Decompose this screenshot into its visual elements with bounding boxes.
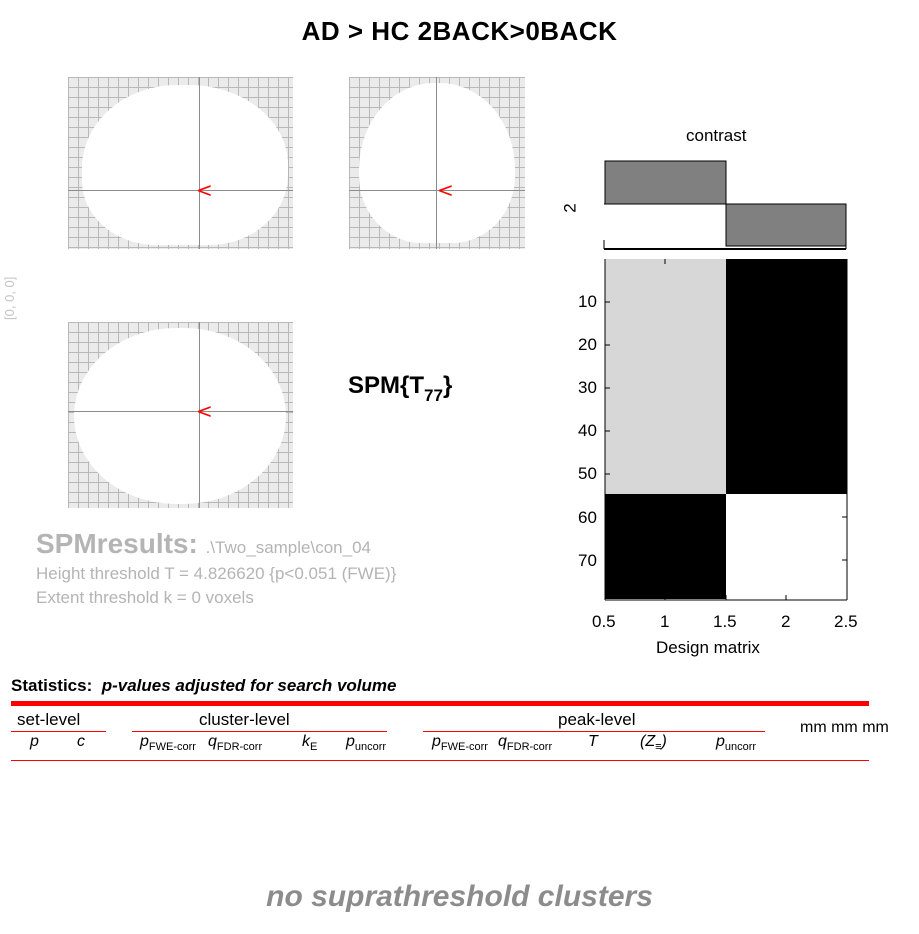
brain-outline-coronal	[359, 83, 515, 243]
contrast-bar-1	[604, 160, 727, 205]
matrix-block-3	[605, 494, 726, 599]
glass-brain-coronal[interactable]: <	[349, 77, 525, 249]
glass-brain-axial[interactable]: <	[68, 322, 293, 508]
matrix-y-ticks	[605, 301, 847, 561]
page-title: AD > HC 2BACK>0BACK	[301, 16, 618, 46]
cluster-ke-col: kE	[302, 733, 318, 754]
peak-z-col: (Z≡)	[640, 733, 667, 754]
cursor-marker[interactable]: <	[196, 178, 213, 202]
cluster-level-rule	[132, 731, 387, 732]
brain-outline-sagittal	[82, 85, 288, 245]
statistics-heading: Statistics: p-values adjusted for search…	[11, 676, 397, 695]
set-level-rule	[11, 731, 106, 732]
cluster-puncorr-col: puncorr	[346, 733, 387, 754]
contrast-title: contrast	[686, 126, 747, 145]
statistic-label: SPM{T77}	[348, 372, 453, 405]
extent-threshold: Extent threshold k = 0 voxels	[36, 588, 254, 607]
table-header-bottom-rule	[11, 760, 869, 761]
matrix-x-tick-label: 2	[781, 612, 791, 631]
crosshair-vertical	[436, 77, 437, 249]
mm-header: mm mm mm	[800, 719, 889, 736]
cursor-marker[interactable]: <	[196, 399, 213, 423]
matrix-x-tick-label: 1.5	[713, 612, 737, 631]
contrast-and-design-matrix	[603, 160, 848, 601]
set-c-col: c	[77, 733, 85, 750]
statistics-divider	[11, 701, 869, 706]
matrix-y-tick-label: 50	[578, 464, 597, 483]
crosshair-horizontal	[349, 190, 525, 191]
glass-brain-sagittal[interactable]: <	[68, 77, 293, 249]
peak-t-col: T	[588, 733, 598, 750]
crosshair-horizontal	[68, 411, 293, 412]
matrix-y-tick-label: 70	[578, 551, 597, 570]
no-results-message: no suprathreshold clusters	[266, 880, 653, 913]
matrix-block-2	[726, 259, 847, 494]
cluster-pfwe-col: pFWE-corr	[140, 733, 196, 754]
matrix-block-1	[605, 259, 726, 494]
peak-pfwe-col: pFWE-corr	[432, 733, 488, 754]
crosshair-vertical	[199, 77, 200, 249]
cluster-level-header: cluster-level	[199, 710, 290, 729]
peak-level-rule	[423, 731, 765, 732]
set-level-header: set-level	[17, 710, 81, 729]
matrix-y-tick-label: 60	[578, 508, 597, 527]
matrix-x-ticks	[664, 259, 787, 600]
matrix-block-4	[726, 494, 847, 599]
matrix-y-tick-label: 10	[578, 292, 597, 311]
peak-puncorr-col: puncorr	[716, 733, 757, 754]
matrix-x-tick-label: 2.5	[834, 612, 858, 631]
matrix-x-tick-label: 0.5	[592, 612, 616, 631]
crosshair-horizontal	[68, 190, 293, 191]
coordinates-label: [0, 0, 0]	[2, 276, 17, 320]
height-threshold: Height threshold T = 4.826620 {p<0.051 (…	[36, 564, 397, 583]
results-title: SPMresults: .\Two_sample\con_04	[36, 528, 371, 559]
brain-outline-axial	[74, 328, 286, 504]
matrix-x-tick-label: 1	[660, 612, 670, 631]
peak-level-header: peak-level	[558, 710, 636, 729]
contrast-axis-label: 2	[560, 203, 580, 213]
matrix-y-tick-label: 20	[578, 335, 597, 354]
contrast-bar-2	[725, 203, 847, 247]
results-path: .\Two_sample\con_04	[205, 538, 371, 557]
cursor-marker[interactable]: <	[437, 178, 454, 202]
peak-qfdr-col: qFDR-corr	[498, 733, 553, 754]
cluster-qfdr-col: qFDR-corr	[208, 733, 263, 754]
set-p-col: p	[30, 733, 39, 750]
crosshair-vertical	[199, 322, 200, 508]
matrix-y-tick-label: 30	[578, 378, 597, 397]
design-matrix-label: Design matrix	[656, 638, 760, 657]
matrix-y-tick-label: 40	[578, 421, 597, 440]
